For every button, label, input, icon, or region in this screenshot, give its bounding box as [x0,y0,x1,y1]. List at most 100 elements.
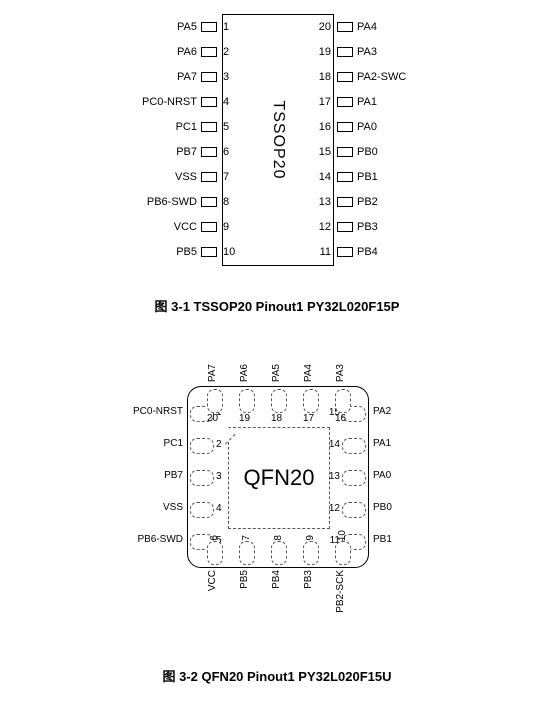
qfn-pin [207,389,223,413]
pin-name: PA3 [353,46,437,58]
pin-number: 6 [217,146,241,158]
qfn-pin [271,541,287,565]
qfn-pin [342,438,366,454]
qfn-pin [271,389,287,413]
qfn-body: QFN20 1234515141312112019181716678910 [187,386,369,568]
pin-number: 14 [329,439,340,450]
pin-name: PA6 [117,46,201,58]
pin-lead [201,72,217,82]
tssop-pin-right: 17 PA1 [277,89,437,114]
pin-lead [337,247,353,257]
pin-name: VSS [117,171,201,183]
pin-number: 16 [335,413,346,424]
pin-name: PA1 [373,438,391,449]
pin-lead [201,22,217,32]
qfn-pin [239,389,255,413]
qfn-diagram: QFN20 1234515141312112019181716678910 PC… [97,340,457,640]
pin-name: PC1 [117,121,201,133]
pin-lead [201,222,217,232]
caption-fig2: 图 3-2 QFN20 Pinout1 PY32L020F15U [0,666,554,685]
qfn-center-pad: QFN20 [228,427,330,529]
tssop-pin-right: 18 PA2-SWC [277,64,437,89]
pin-number: 1 [217,21,241,33]
qfn-pin [190,438,214,454]
pin-name: PA7 [207,364,218,382]
qfn-pin [303,389,319,413]
pin-lead [337,72,353,82]
tssop-pin-right: 19 PA3 [277,39,437,64]
tssop-pin-right: 13 PB2 [277,189,437,214]
pin-name: PC0-NRST [133,406,183,417]
pin-name: PB2 [353,196,437,208]
pin-name: VSS [163,502,183,513]
pin-number: 18 [313,71,337,83]
pin-number: 8 [273,535,284,541]
pin-lead [201,122,217,132]
tssop-pin-right: 16 PA0 [277,114,437,139]
pin-lead [201,97,217,107]
pin-name: PB0 [373,502,392,513]
pin-number: 8 [217,196,241,208]
tssop-diagram: TSSOP20 PA51PA62PA73PC0-NRST4PC15PB76VSS… [117,8,437,268]
pin-number: 3 [217,71,241,83]
pin-lead [201,147,217,157]
pin-number: 2 [216,439,222,450]
pin-number: 4 [217,96,241,108]
qfn-pin [303,541,319,565]
pin-name: PB3 [353,221,437,233]
pin-name: PA2-SWC [353,71,437,83]
tssop-pin-left: VCC 9 [117,214,277,239]
pin-name: PA4 [303,364,314,382]
pin-number: 17 [303,413,314,424]
pin-number: 9 [305,535,316,541]
pin-number: 11 [313,246,337,258]
pin-name: PA3 [335,364,346,382]
pin-name: PB0 [353,146,437,158]
pin-name: PC0-NRST [117,96,201,108]
pin-number: 10 [337,530,348,541]
pin-name: PB5 [239,570,250,589]
qfn-pin [239,541,255,565]
pin-number: 18 [271,413,282,424]
pin-lead [201,172,217,182]
pin-name: PB1 [353,171,437,183]
pin-number: 20 [207,413,218,424]
pin-name: PB1 [373,534,392,545]
pin-name: PB4 [271,570,282,589]
tssop-pin-right: 11PB4 [277,239,437,264]
pin-number: 13 [313,196,337,208]
pin-name: VCC [117,221,201,233]
pin-number: 9 [217,221,241,233]
pin-name: PA5 [117,21,201,33]
pin-name: PC1 [164,438,183,449]
pin-name: PA0 [353,121,437,133]
pin-name: PB7 [164,470,183,481]
qfn-pin [335,541,351,565]
pin-number: 19 [239,413,250,424]
pin-number: 6 [209,535,220,541]
pin-name: PA4 [353,21,437,33]
pin-number: 7 [217,171,241,183]
tssop-pin-right: 12 PB3 [277,214,437,239]
pin-name: PA1 [353,96,437,108]
tssop-pin-left: PC0-NRST 4 [117,89,277,114]
pin-name: PB6-SWD [137,534,183,545]
qfn-pin [342,502,366,518]
pin-number: 4 [216,503,222,514]
qfn-pin [335,389,351,413]
pin-number: 12 [313,221,337,233]
pin-number: 16 [313,121,337,133]
tssop-pin-left: PB6-SWD 8 [117,189,277,214]
pin-name: PB6-SWD [117,196,201,208]
pin-name: PB5 [117,246,201,258]
pin-lead [201,197,217,207]
pin-number: 19 [313,46,337,58]
caption-fig1: 图 3-1 TSSOP20 Pinout1 PY32L020F15P [0,296,554,315]
pin-name: VCC [207,570,218,591]
qfn-pin [207,541,223,565]
pin-name: PB7 [117,146,201,158]
pin-number: 17 [313,96,337,108]
pin-lead [201,47,217,57]
pin-name: PA6 [239,364,250,382]
pin-lead [337,172,353,182]
